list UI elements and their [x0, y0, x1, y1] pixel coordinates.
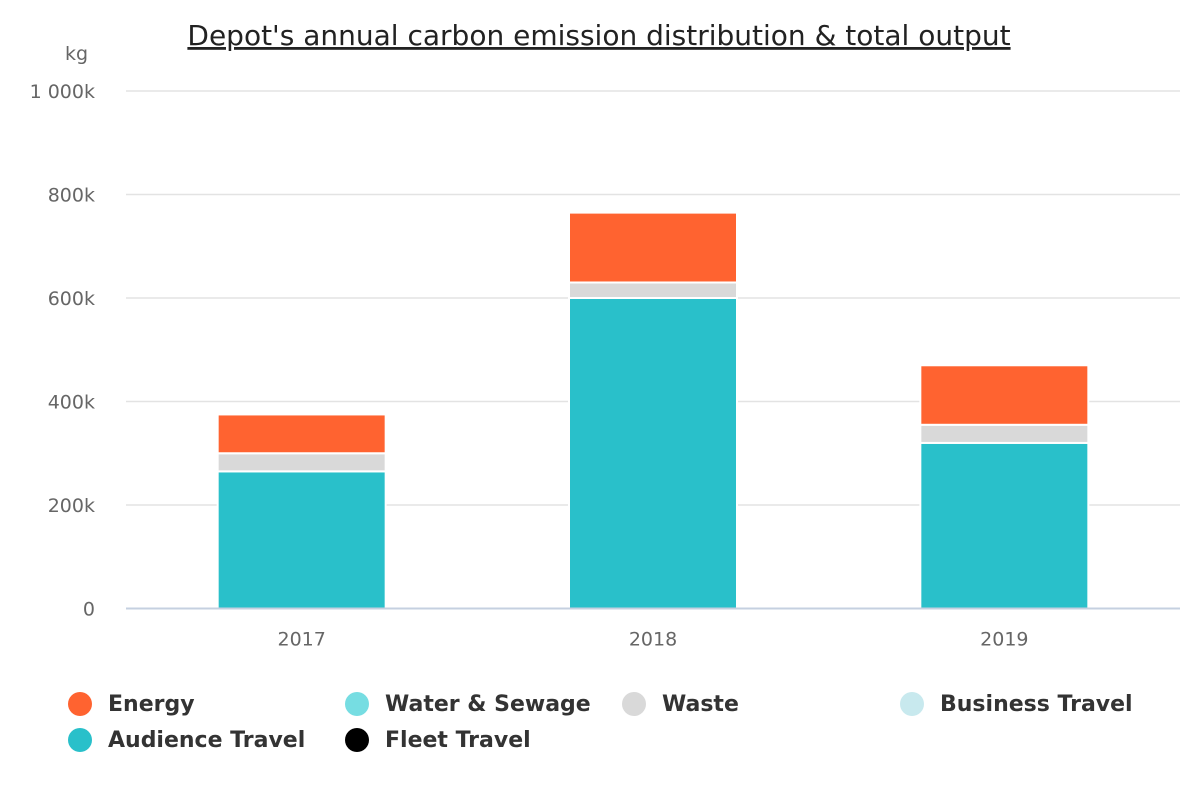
legend-label: Audience Travel [108, 727, 306, 753]
legend-label: Fleet Travel [385, 727, 531, 753]
x-tick-label: 2017 [277, 629, 325, 651]
y-tick-label: 600k [48, 288, 95, 310]
legend-label: Waste [662, 691, 739, 717]
legend-label: Energy [108, 691, 195, 717]
legend-item-water-sewage[interactable]: Water & Sewage [345, 686, 591, 722]
bar-segment-audience-travel-2019[interactable] [919, 441, 1090, 610]
legend-item-waste[interactable]: Waste [622, 686, 739, 722]
legend-swatch [68, 728, 92, 752]
bar-segment-waste-2019[interactable] [919, 423, 1090, 444]
legend: Energy Water & Sewage Waste Business Travel… [68, 686, 1168, 766]
x-tick-label: 2018 [629, 629, 677, 651]
y-tick-label: 400k [48, 392, 95, 414]
chart-title: Depot's annual carbon emission distribut… [187, 19, 1010, 52]
bar-segment-waste-2018[interactable] [568, 281, 738, 300]
legend-label: Water & Sewage [385, 691, 591, 717]
legend-swatch [68, 692, 92, 716]
legend-item-energy[interactable]: Energy [68, 686, 195, 722]
x-axis-tick-labels: 2017 2018 2019 [277, 629, 1028, 651]
legend-item-fleet-travel[interactable]: Fleet Travel [345, 722, 531, 758]
y-axis-unit-label: kg [65, 43, 88, 65]
bar-segment-energy-2017[interactable] [216, 413, 387, 455]
legend-swatch [900, 692, 924, 716]
legend-swatch [345, 728, 369, 752]
bar-segment-energy-2018[interactable] [568, 211, 738, 284]
legend-label: Business Travel [940, 691, 1133, 717]
x-tick-label: 2019 [980, 629, 1028, 651]
bar-segment-audience-travel-2017[interactable] [216, 470, 387, 610]
legend-swatch [345, 692, 369, 716]
y-tick-label: 0 [83, 599, 95, 621]
bar-segment-audience-travel-2018[interactable] [568, 297, 738, 610]
bars [216, 211, 1090, 610]
y-axis-tick-labels: 0 200k 400k 600k 800k 1 000k [30, 81, 95, 621]
bar-segment-energy-2019[interactable] [919, 364, 1090, 426]
legend-item-audience-travel[interactable]: Audience Travel [68, 722, 305, 758]
legend-item-business-travel[interactable]: Business Travel [900, 686, 1133, 722]
y-tick-label: 1 000k [30, 81, 95, 103]
legend-swatch [622, 692, 646, 716]
bar-segment-waste-2017[interactable] [216, 452, 387, 473]
y-tick-label: 200k [48, 495, 95, 517]
y-tick-label: 800k [48, 185, 95, 207]
